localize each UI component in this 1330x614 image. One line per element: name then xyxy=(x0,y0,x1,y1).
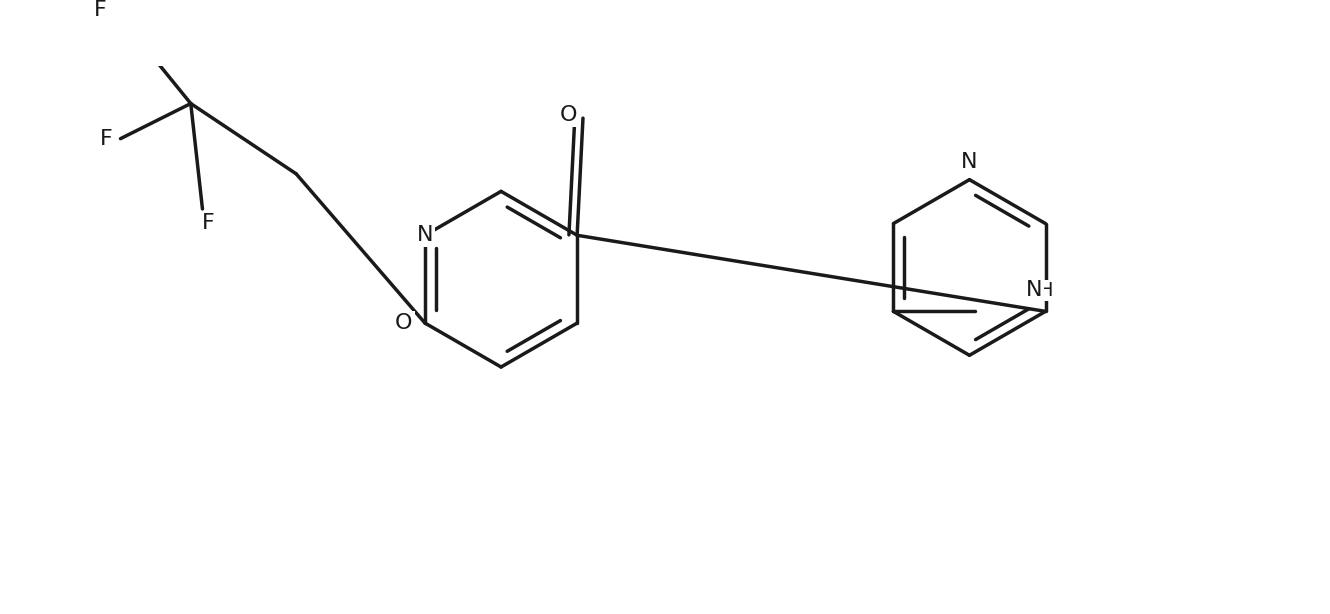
Text: H: H xyxy=(1039,281,1053,300)
Text: N: N xyxy=(416,225,434,245)
Text: F: F xyxy=(100,129,113,149)
Text: N: N xyxy=(962,152,978,172)
Text: F: F xyxy=(94,0,106,20)
Text: O: O xyxy=(395,313,412,333)
Text: N: N xyxy=(1025,281,1041,300)
Text: F: F xyxy=(202,213,214,233)
Text: O: O xyxy=(560,104,577,125)
